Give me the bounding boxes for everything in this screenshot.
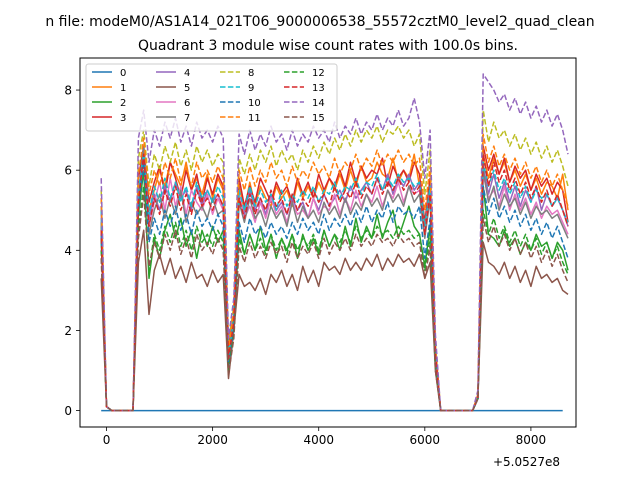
y-tick-label: 0: [64, 404, 72, 418]
legend-label-7: 7: [184, 113, 190, 124]
legend-label-13: 13: [312, 83, 325, 94]
x-tick-label: 2000: [197, 433, 228, 447]
legend-label-14: 14: [312, 98, 325, 109]
legend-label-11: 11: [248, 113, 261, 124]
series-line-5: [100, 229, 569, 412]
x-tick-label: 6000: [410, 433, 441, 447]
y-tick-label: 6: [64, 164, 72, 178]
series-line-10: [100, 161, 569, 412]
y-tick-label: 4: [64, 244, 72, 258]
legend-label-10: 10: [248, 98, 261, 109]
x-tick-label: 8000: [516, 433, 547, 447]
series-line-15: [100, 193, 569, 412]
plot-series-layer: [100, 73, 569, 412]
legend-box: [85, 63, 338, 132]
series-line-11: [100, 133, 569, 412]
legend-label-15: 15: [312, 113, 325, 124]
series-line-12: [100, 185, 569, 412]
axes-frame: [79, 57, 577, 428]
legend-label-6: 6: [184, 98, 190, 109]
y-tick-label: 8: [64, 84, 72, 98]
x-offset-label: +5.0527e8: [493, 455, 560, 469]
x-tick-label: 0: [103, 433, 111, 447]
figure-suptitle: n file: modeM0/AS1A14_021T06_9000006538_…: [45, 14, 594, 30]
legend-label-3: 3: [120, 113, 126, 124]
legend-label-9: 9: [248, 83, 254, 94]
legend-label-5: 5: [184, 83, 190, 94]
legend-label-4: 4: [184, 68, 190, 79]
legend-label-12: 12: [312, 68, 325, 79]
series-line-13: [100, 153, 569, 412]
chart-title: Quadrant 3 module wise count rates with …: [138, 38, 518, 54]
legend-label-0: 0: [120, 68, 126, 79]
legend-label-8: 8: [248, 68, 254, 79]
x-tick-label: 4000: [303, 433, 334, 447]
legend-label-1: 1: [120, 83, 126, 94]
series-line-8: [100, 109, 569, 412]
series-line-1: [100, 153, 569, 412]
axis-ticks: 0 2000 4000 6000 8000 0 2 4 6 8: [64, 84, 546, 447]
legend-label-2: 2: [120, 98, 126, 109]
y-tick-label: 2: [64, 324, 72, 338]
